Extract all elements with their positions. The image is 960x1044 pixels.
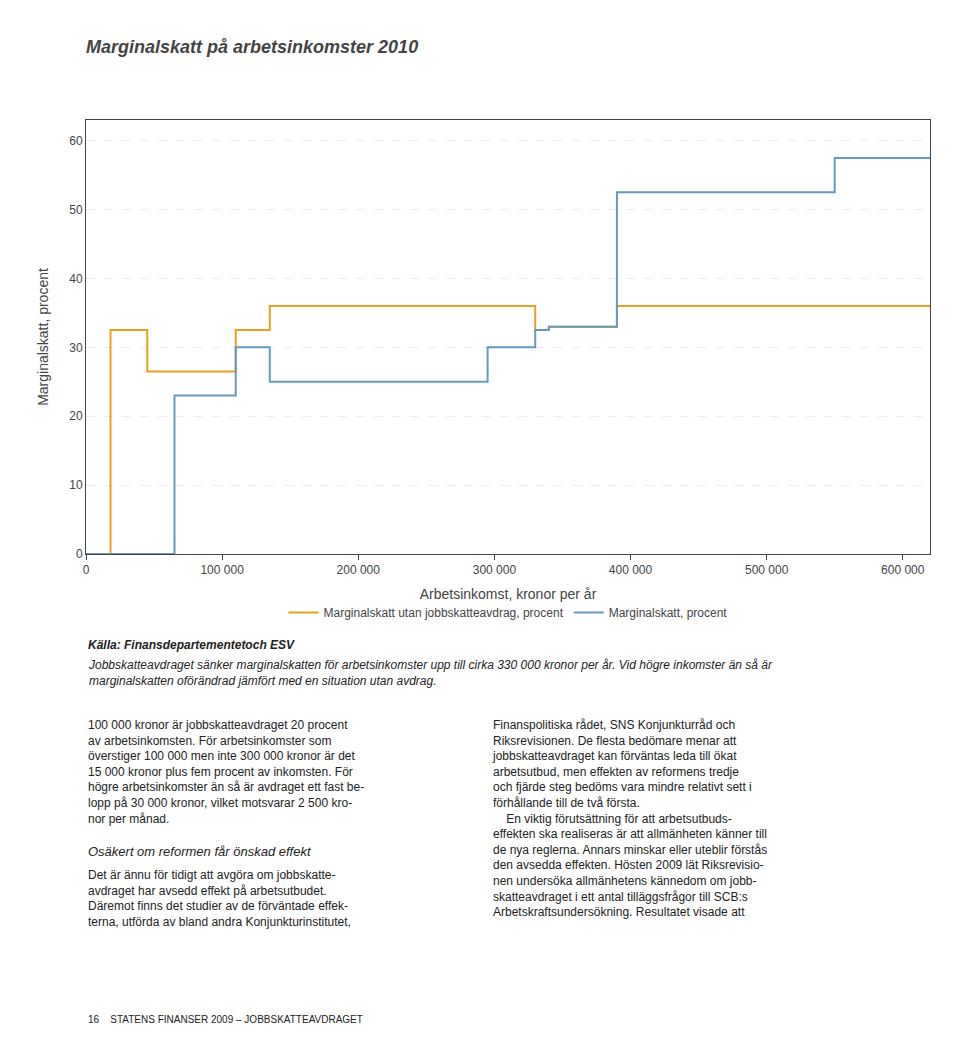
svg-text:Marginalskatt, procent: Marginalskatt, procent	[35, 268, 51, 406]
svg-text:Arbetsinkomst, kronor per år: Arbetsinkomst, kronor per år	[420, 586, 597, 602]
svg-text:500 000: 500 000	[745, 563, 789, 577]
svg-text:Marginalskatt på arbetsinkomst: Marginalskatt på arbetsinkomster 2010	[86, 37, 418, 57]
svg-text:20: 20	[69, 409, 83, 423]
svg-text:50: 50	[69, 203, 83, 217]
svg-text:Jobbskatteavdraget sänker marg: Jobbskatteavdraget sänker marginalskatte…	[88, 658, 773, 688]
svg-text:Marginalskatt utan jobbskattea: Marginalskatt utan jobbskatteavdrag, pro…	[324, 606, 564, 620]
svg-text:0: 0	[76, 547, 83, 561]
svg-text:200 000: 200 000	[337, 563, 381, 577]
svg-text:40: 40	[69, 272, 83, 286]
svg-text:10: 10	[69, 478, 83, 492]
svg-text:0: 0	[83, 563, 90, 577]
svg-text:Det är ännu för tidigt att avg: Det är ännu för tidigt att avgöra om job…	[88, 868, 351, 929]
svg-text:Osäkert om reformen får önskad: Osäkert om reformen får önskad effekt	[88, 844, 312, 859]
svg-text:600 000: 600 000	[881, 563, 925, 577]
svg-text:Källa: Finansdepartementetoch: Källa: Finansdepartementetoch ESV	[88, 638, 295, 652]
svg-text:16 STATENS FINANSER 2009 –: 16 STATENS FINANSER 2009 – JOBBSKATTEAVD…	[88, 1014, 363, 1025]
svg-text:400 000: 400 000	[609, 563, 653, 577]
svg-text:100 000 kronor är jobbskatteav: 100 000 kronor är jobbskatteavdraget 20 …	[88, 718, 364, 826]
svg-text:30: 30	[69, 341, 83, 355]
svg-text:100 000: 100 000	[200, 563, 244, 577]
svg-text:Marginalskatt, procent: Marginalskatt, procent	[609, 606, 728, 620]
svg-text:Finanspolitiska rådet, SNS Kon: Finanspolitiska rådet, SNS Konjunkturråd…	[492, 718, 767, 919]
svg-text:60: 60	[69, 134, 83, 148]
svg-text:300 000: 300 000	[473, 563, 517, 577]
